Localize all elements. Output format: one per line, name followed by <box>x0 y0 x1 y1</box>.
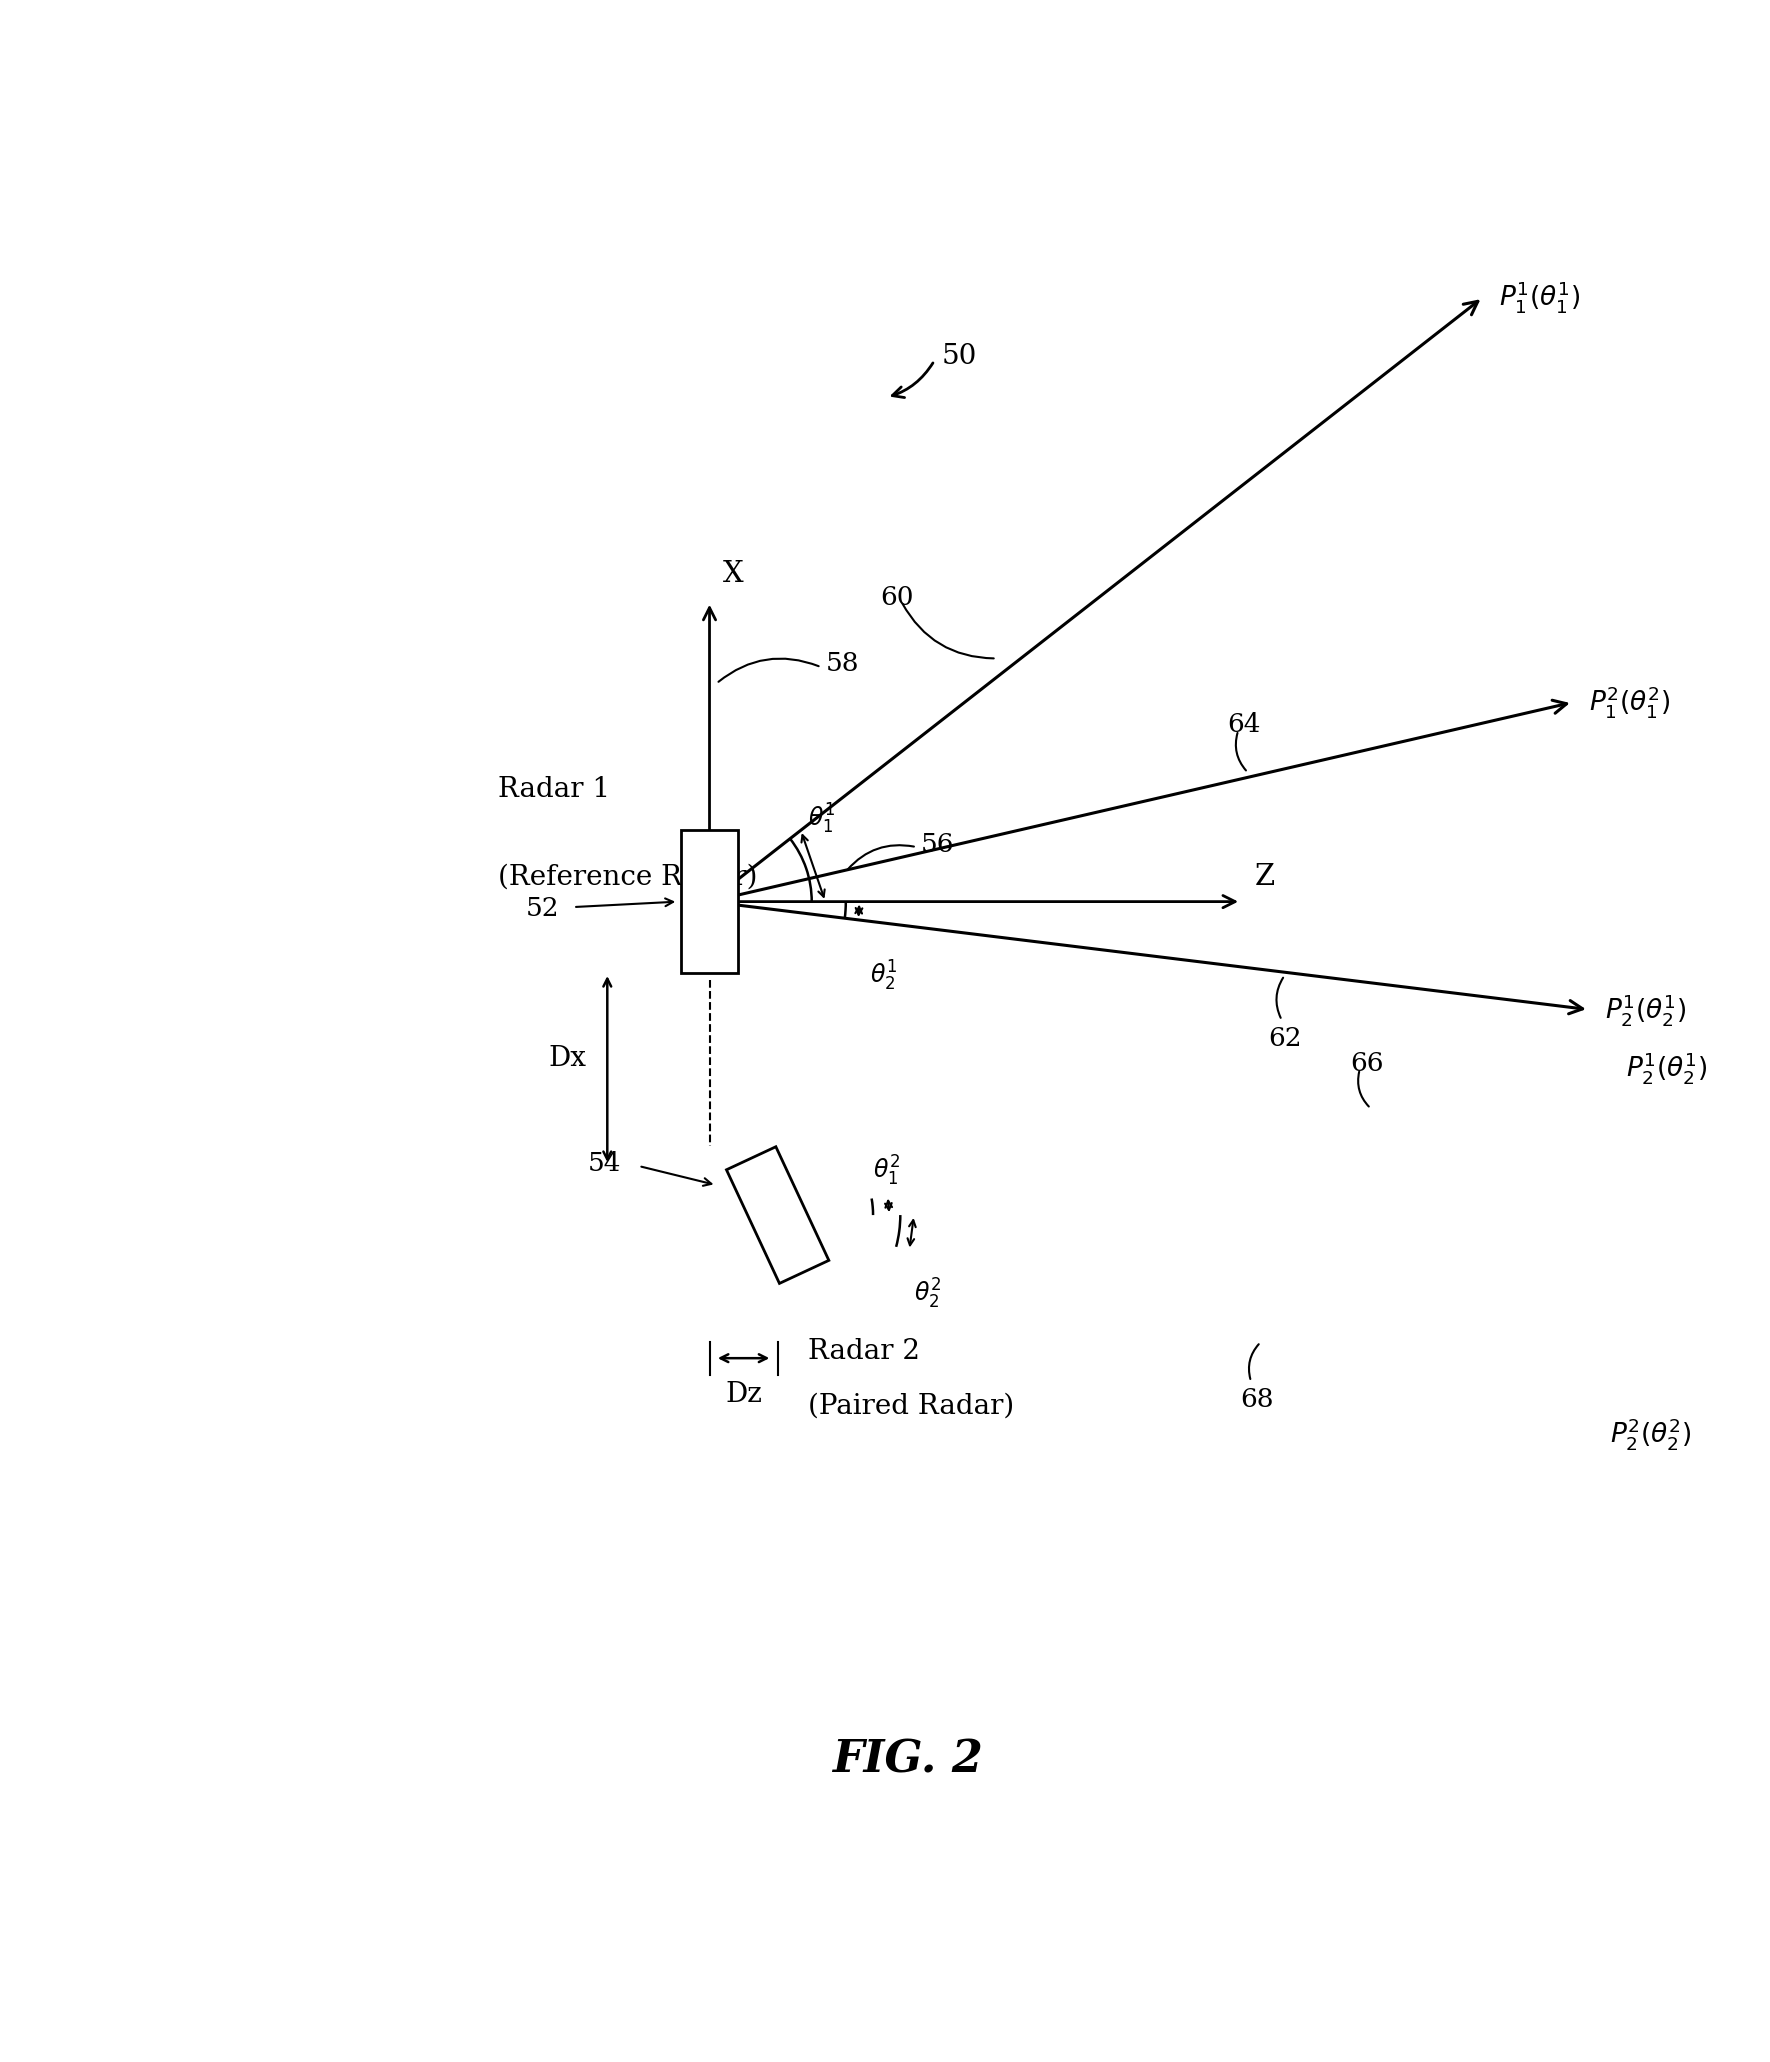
FancyBboxPatch shape <box>681 831 738 973</box>
Text: $P_1^2(\theta_1^2)$: $P_1^2(\theta_1^2)$ <box>1589 685 1671 720</box>
Polygon shape <box>726 1146 828 1283</box>
Text: $\theta_1^1$: $\theta_1^1$ <box>807 802 835 837</box>
Text: Dx: Dx <box>549 1045 588 1072</box>
Text: 60: 60 <box>881 586 913 610</box>
Text: $\theta_2^1$: $\theta_2^1$ <box>871 959 897 994</box>
Text: Radar 2: Radar 2 <box>807 1338 920 1365</box>
Text: 52: 52 <box>526 895 559 922</box>
Text: X: X <box>724 561 743 588</box>
Text: $P_1^1(\theta_1^1)$: $P_1^1(\theta_1^1)$ <box>1499 280 1581 315</box>
Text: 56: 56 <box>920 831 954 858</box>
Text: (Reference Radar): (Reference Radar) <box>499 864 758 891</box>
Text: FIG. 2: FIG. 2 <box>832 1738 982 1782</box>
Text: (Paired Radar): (Paired Radar) <box>807 1392 1014 1419</box>
Text: $P_2^1(\theta_2^1)$: $P_2^1(\theta_2^1)$ <box>1627 1050 1708 1087</box>
Text: Z: Z <box>1255 862 1274 891</box>
Text: $P_2^2(\theta_2^2)$: $P_2^2(\theta_2^2)$ <box>1611 1417 1692 1452</box>
Text: $P_2^1(\theta_2^1)$: $P_2^1(\theta_2^1)$ <box>1605 992 1687 1027</box>
Text: 50: 50 <box>942 342 977 369</box>
Text: $\theta_2^2$: $\theta_2^2$ <box>913 1276 942 1311</box>
Text: Dz: Dz <box>726 1382 763 1408</box>
Text: 62: 62 <box>1269 1025 1303 1052</box>
Text: 66: 66 <box>1351 1052 1384 1076</box>
Text: 68: 68 <box>1241 1388 1274 1412</box>
Text: 64: 64 <box>1227 711 1260 738</box>
Text: 54: 54 <box>588 1151 621 1175</box>
Text: 58: 58 <box>825 652 858 676</box>
Text: Radar 1: Radar 1 <box>499 777 611 804</box>
Text: $\theta_1^2$: $\theta_1^2$ <box>873 1153 901 1188</box>
